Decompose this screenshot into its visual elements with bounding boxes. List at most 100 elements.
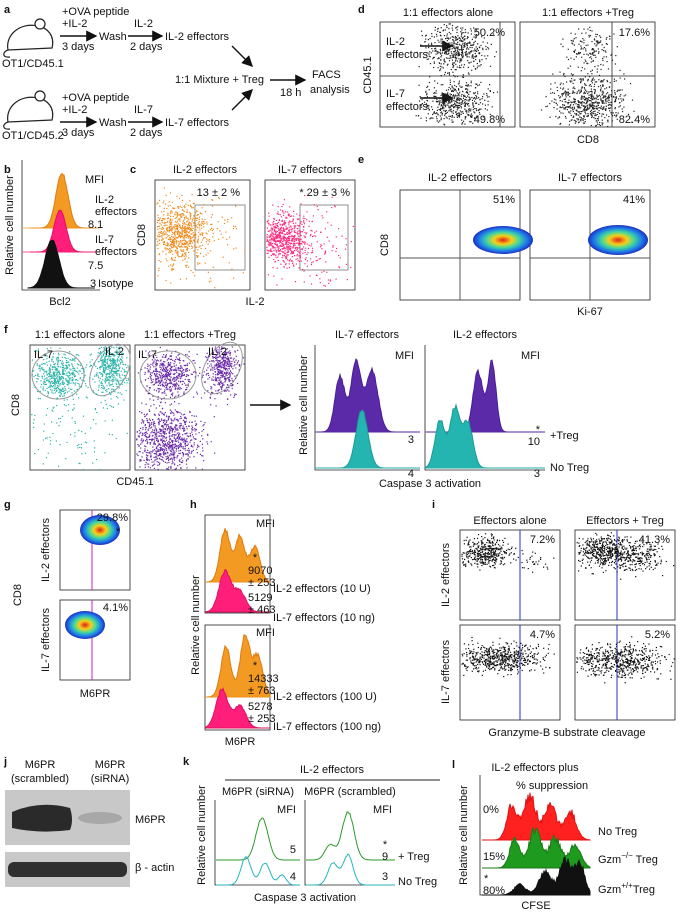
text: effectors (95, 206, 137, 218)
text: Caspase 3 activation (254, 892, 356, 904)
text: +IL-2 (62, 18, 87, 30)
text: 80% (483, 885, 505, 897)
text: 7.2% (530, 534, 555, 546)
text: 5.2% (645, 629, 670, 641)
text-part: +/+ (621, 881, 633, 890)
event-dots (461, 533, 519, 571)
text: M6PR (225, 736, 256, 748)
text: CD45.1 (116, 476, 153, 488)
text: 41.3% (639, 534, 670, 546)
text: 1:1 effectors alone (35, 329, 125, 341)
event-dots (608, 536, 675, 580)
histogram (306, 811, 395, 861)
text: IL-2 effectors (165, 31, 229, 43)
text: CD45.1 (362, 56, 374, 93)
text-part: −/− (621, 851, 633, 860)
text: IL-2 (246, 296, 265, 308)
histogram (30, 209, 95, 253)
histogram (205, 528, 271, 583)
text: Relative cell number (196, 785, 208, 885)
text: 9 (382, 851, 388, 863)
panel-label: e (358, 154, 364, 166)
text: +OVA peptide (62, 92, 129, 104)
text: No Treg (398, 876, 437, 888)
text: MFI (521, 350, 540, 362)
text: Isotype (98, 278, 133, 290)
text: effectors (95, 246, 137, 258)
text: Caspase 3 activation (379, 478, 481, 490)
text: MFI (395, 350, 414, 362)
event-dots (415, 71, 499, 126)
text: IL-2 effectors (40, 518, 52, 582)
text: * (536, 424, 541, 436)
text: * (383, 839, 388, 851)
text: IL-7 (34, 349, 53, 361)
panel-label: h (190, 499, 197, 511)
event-dots (266, 206, 314, 277)
panel-label: l (452, 759, 455, 771)
histogram (27, 239, 95, 289)
event-dots (576, 636, 675, 684)
text: Ki-67 (577, 306, 603, 318)
text: 3 (382, 871, 388, 883)
text: +OVA peptide (62, 6, 129, 18)
text: 5278 (248, 701, 272, 713)
text: 17.6% (619, 27, 650, 39)
text: Relative cell number (4, 175, 16, 275)
text: ± 253 (248, 713, 275, 725)
event-dots (137, 346, 201, 409)
panel-label: g (4, 499, 11, 511)
text: IL-2 effectors (453, 329, 517, 341)
text: +Treg (550, 430, 579, 442)
text: Wash (99, 31, 127, 43)
text: (scrambled) (11, 773, 69, 785)
histogram (205, 568, 270, 613)
text: 9070 (248, 565, 272, 577)
panel-label: j (3, 756, 7, 768)
text: M6PR (siRNA) (222, 786, 294, 798)
text: IL-2 (134, 18, 153, 30)
histogram (482, 827, 591, 869)
text: * (253, 660, 258, 672)
text: effectors (386, 49, 428, 61)
text: 2 days (130, 127, 163, 139)
text: IL-7 effectors (10 ng) (273, 612, 375, 624)
text: Effectors + Treg (586, 515, 664, 527)
text: 29.8% (97, 512, 128, 524)
text: 10 (528, 436, 540, 448)
text: 14333 (248, 673, 279, 685)
text: OT1/CD45.1 (2, 58, 64, 70)
cytometry-plots (22, 23, 675, 896)
text: IL-7 (95, 234, 114, 246)
text: 5 (290, 844, 296, 856)
text: ± 763 (248, 685, 275, 697)
event-dots (86, 346, 131, 410)
text: Bcl2 (49, 296, 70, 308)
panel-label: f (4, 324, 8, 336)
event-dots (31, 371, 128, 471)
histogram (205, 687, 270, 729)
text: Relative cell number (458, 785, 470, 885)
panel-label: a (4, 4, 11, 16)
text: analysis (310, 84, 350, 96)
event-dots (136, 390, 217, 470)
text: IL-7 (386, 88, 405, 100)
text: CD8 (136, 224, 148, 246)
text: CD8 (577, 134, 599, 146)
text: ± 463 (248, 604, 275, 616)
text: CD8 (379, 234, 391, 256)
histogram (426, 359, 545, 433)
histogram (306, 853, 395, 886)
text: IL-7 (138, 349, 157, 361)
text: 3 days (62, 41, 95, 53)
text: (siRNA) (91, 773, 130, 785)
text: 51% (493, 194, 515, 206)
text: * 29 ± 3 % (299, 187, 350, 199)
text: IL-2 effectors (300, 764, 364, 776)
text: IL-2 effectors (428, 172, 492, 184)
event-dots (156, 187, 246, 289)
panel-label: c (130, 164, 136, 176)
text: IL-7 effectors (440, 640, 452, 704)
text: * (484, 873, 489, 885)
text: M6PR (95, 759, 126, 771)
